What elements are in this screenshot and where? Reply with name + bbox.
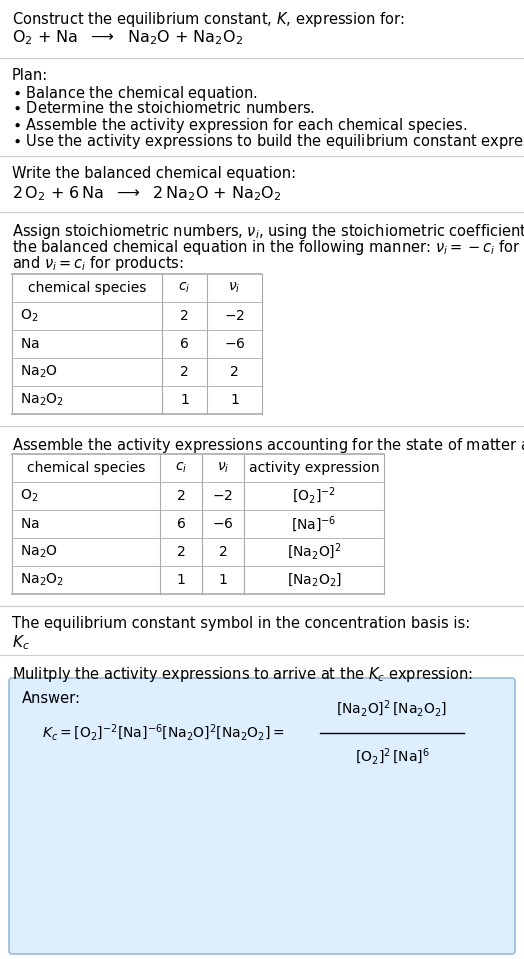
Text: Assign stoichiometric numbers, $\nu_i$, using the stoichiometric coefficients, $: Assign stoichiometric numbers, $\nu_i$, …: [12, 222, 524, 241]
Text: $\mathrm{O_2}$: $\mathrm{O_2}$: [20, 308, 38, 324]
Text: 2: 2: [219, 545, 227, 559]
Text: $\bullet$ Use the activity expressions to build the equilibrium constant express: $\bullet$ Use the activity expressions t…: [12, 132, 524, 151]
Text: Answer:: Answer:: [22, 691, 81, 706]
Text: Write the balanced chemical equation:: Write the balanced chemical equation:: [12, 166, 296, 181]
Text: $-2$: $-2$: [213, 489, 234, 503]
Text: chemical species: chemical species: [27, 461, 145, 475]
Text: 2: 2: [230, 365, 239, 379]
Text: $\mathrm{Na_2O_2}$: $\mathrm{Na_2O_2}$: [20, 572, 64, 588]
Text: $\mathrm{Na_2O}$: $\mathrm{Na_2O}$: [20, 544, 58, 560]
Text: $K_c$: $K_c$: [12, 633, 30, 652]
Text: $\nu_i$: $\nu_i$: [228, 281, 241, 295]
Text: 2: 2: [177, 545, 185, 559]
Text: $[\mathrm{O_2}]^{-2}$: $[\mathrm{O_2}]^{-2}$: [292, 486, 336, 506]
Text: 6: 6: [180, 337, 189, 351]
Text: 1: 1: [180, 393, 189, 407]
Text: $\bullet$ Balance the chemical equation.: $\bullet$ Balance the chemical equation.: [12, 84, 257, 103]
Text: $\mathrm{Na}$: $\mathrm{Na}$: [20, 517, 40, 531]
Text: $\mathrm{Na_2O_2}$: $\mathrm{Na_2O_2}$: [20, 392, 64, 409]
Text: $[\mathrm{Na_2O}]^{2}\,[\mathrm{Na_2O_2}]$: $[\mathrm{Na_2O}]^{2}\,[\mathrm{Na_2O_2}…: [336, 698, 447, 719]
Text: $c_i$: $c_i$: [175, 461, 187, 476]
Text: $[\mathrm{Na_2O_2}]$: $[\mathrm{Na_2O_2}]$: [287, 572, 342, 589]
Text: 2: 2: [177, 489, 185, 503]
FancyBboxPatch shape: [9, 678, 515, 954]
Text: $\mathrm{Na}$: $\mathrm{Na}$: [20, 337, 40, 351]
Text: $\bullet$ Assemble the activity expression for each chemical species.: $\bullet$ Assemble the activity expressi…: [12, 116, 467, 135]
Text: $-6$: $-6$: [224, 337, 245, 351]
Text: chemical species: chemical species: [28, 281, 146, 295]
Text: $[\mathrm{Na}]^{-6}$: $[\mathrm{Na}]^{-6}$: [291, 514, 337, 534]
Text: The equilibrium constant symbol in the concentration basis is:: The equilibrium constant symbol in the c…: [12, 616, 470, 631]
Text: $c_i$: $c_i$: [178, 281, 191, 295]
Text: $\mathrm{Na_2O}$: $\mathrm{Na_2O}$: [20, 363, 58, 380]
Text: 2: 2: [180, 309, 189, 323]
Text: activity expression: activity expression: [249, 461, 379, 475]
Text: $\mathrm{O_2}$: $\mathrm{O_2}$: [20, 488, 38, 504]
Text: the balanced chemical equation in the following manner: $\nu_i = -c_i$ for react: the balanced chemical equation in the fo…: [12, 238, 524, 257]
Text: 6: 6: [177, 517, 185, 531]
Text: Assemble the activity expressions accounting for the state of matter and $\nu_i$: Assemble the activity expressions accoun…: [12, 436, 524, 455]
Text: Plan:: Plan:: [12, 68, 48, 83]
Text: $[\mathrm{O_2}]^{2}\,[\mathrm{Na}]^{6}$: $[\mathrm{O_2}]^{2}\,[\mathrm{Na}]^{6}$: [355, 747, 429, 767]
Text: Construct the equilibrium constant, $K$, expression for:: Construct the equilibrium constant, $K$,…: [12, 10, 405, 29]
Text: $\bullet$ Determine the stoichiometric numbers.: $\bullet$ Determine the stoichiometric n…: [12, 100, 315, 116]
Text: 2: 2: [180, 365, 189, 379]
Text: $K_c = [\mathrm{O_2}]^{-2}[\mathrm{Na}]^{-6}[\mathrm{Na_2O}]^{2}[\mathrm{Na_2O_2: $K_c = [\mathrm{O_2}]^{-2}[\mathrm{Na}]^…: [42, 723, 285, 743]
Text: 1: 1: [230, 393, 239, 407]
Text: $-2$: $-2$: [224, 309, 245, 323]
Text: $[\mathrm{Na_2O}]^{2}$: $[\mathrm{Na_2O}]^{2}$: [287, 542, 341, 562]
Text: and $\nu_i = c_i$ for products:: and $\nu_i = c_i$ for products:: [12, 254, 184, 273]
Text: $2\,\mathrm{O_2}$ + $6\,\mathrm{Na}$  $\longrightarrow$  $2\,\mathrm{Na_2O}$ + $: $2\,\mathrm{O_2}$ + $6\,\mathrm{Na}$ $\l…: [12, 184, 281, 202]
Text: 1: 1: [219, 573, 227, 587]
Text: $-6$: $-6$: [212, 517, 234, 531]
Text: $\nu_i$: $\nu_i$: [217, 461, 229, 476]
Text: Mulitply the activity expressions to arrive at the $K_c$ expression:: Mulitply the activity expressions to arr…: [12, 665, 473, 684]
Text: $\mathrm{O_2}$ + Na  $\longrightarrow$  $\mathrm{Na_2O}$ + $\mathrm{Na_2O_2}$: $\mathrm{O_2}$ + Na $\longrightarrow$ $\…: [12, 28, 243, 47]
Text: 1: 1: [177, 573, 185, 587]
